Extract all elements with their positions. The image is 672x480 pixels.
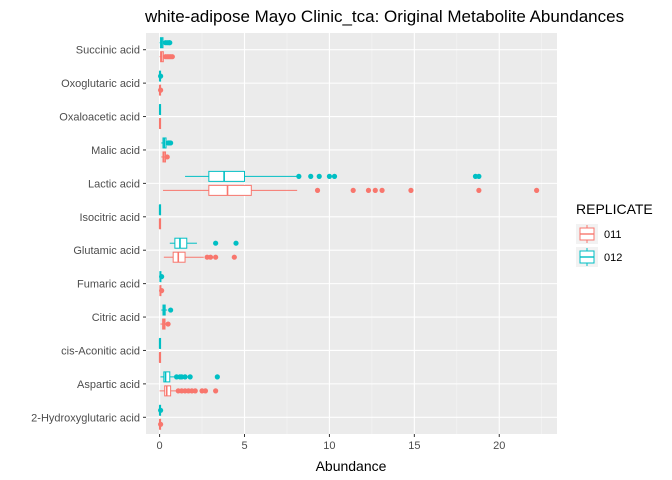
box-012	[158, 70, 164, 82]
box-011	[161, 151, 170, 163]
x-tick-label: 0	[157, 440, 163, 452]
x-tick-label: 5	[241, 440, 247, 452]
box-011	[159, 385, 219, 397]
outlier-point	[192, 388, 198, 394]
box-012	[169, 237, 239, 249]
outlier-point	[476, 173, 482, 179]
box-012	[159, 37, 173, 49]
outlier-point	[231, 254, 237, 260]
outlier-point	[182, 374, 188, 380]
box	[174, 237, 188, 249]
outlier-point	[213, 240, 219, 246]
y-tick-label: Oxoglutaric acid	[61, 78, 140, 90]
box-011	[158, 218, 162, 230]
box-011	[158, 351, 162, 363]
y-tick-label: Glutamic acid	[73, 245, 140, 257]
outlier-point	[169, 54, 175, 60]
outlier-point	[167, 40, 173, 46]
outlier-point	[202, 388, 209, 394]
box-011	[159, 51, 175, 63]
outlier-point	[365, 187, 372, 193]
outlier-point	[168, 307, 174, 313]
x-tick-label: 20	[493, 440, 505, 452]
box-011	[160, 318, 171, 330]
outlier-point	[158, 407, 164, 413]
box-012	[158, 404, 164, 416]
legend: REPLICATE 011 012	[576, 201, 653, 267]
outlier-point	[233, 240, 239, 246]
outlier-point	[159, 274, 165, 280]
outlier-point	[379, 187, 385, 193]
box	[172, 251, 186, 263]
chart-title: white-adipose Mayo Clinic_tca: Original …	[144, 7, 624, 26]
outlier-point	[158, 87, 164, 93]
box-012	[185, 170, 482, 182]
outlier-point	[476, 187, 482, 193]
y-tick-label: Lactic acid	[88, 178, 140, 190]
outlier-point	[214, 374, 220, 380]
outlier-point	[350, 187, 356, 193]
y-tick-label: Malic acid	[91, 145, 140, 157]
x-axis-label: Abundance	[316, 458, 387, 474]
y-tick-label: cis-Aconitic acid	[61, 345, 140, 357]
box-012	[161, 304, 174, 316]
outlier-point	[187, 374, 193, 380]
outlier-point	[213, 388, 219, 394]
x-tick-label: 15	[408, 440, 420, 452]
y-tick-label: 2-Hydroxyglutaric acid	[31, 412, 140, 424]
y-tick-label: Oxaloacetic acid	[59, 112, 140, 124]
box-011	[158, 84, 164, 96]
outlier-point	[207, 254, 214, 260]
x-tick-label: 10	[323, 440, 335, 452]
box-012	[159, 271, 165, 283]
outlier-point	[372, 187, 378, 193]
y-tick-label: Citric acid	[92, 312, 140, 324]
box-011	[158, 418, 164, 430]
box-011	[162, 184, 540, 196]
chart-marks	[158, 37, 540, 430]
legend-label: 012	[604, 252, 622, 264]
box-012	[158, 337, 162, 349]
outlier-point	[534, 187, 540, 193]
box	[164, 385, 172, 397]
legend-label: 011	[604, 229, 622, 241]
box-012	[160, 371, 220, 383]
outlier-point	[164, 154, 170, 160]
box-012	[161, 137, 174, 149]
y-axis: Succinic acid Oxoglutaric acid Oxaloacetic…	[31, 45, 146, 424]
y-tick-label: Isocitric acid	[79, 212, 140, 224]
y-tick-label: Aspartic acid	[77, 379, 140, 391]
y-tick-label: Succinic acid	[76, 45, 140, 57]
outlier-point	[408, 187, 414, 193]
box-012	[158, 104, 162, 116]
box-011	[158, 118, 162, 130]
legend-key-012	[576, 247, 598, 267]
outlier-point	[168, 140, 174, 146]
x-axis: 0 5 10 15 20	[157, 434, 505, 452]
y-tick-label: Fumaric acid	[77, 279, 140, 291]
outlier-point	[213, 254, 219, 260]
box-011	[163, 251, 237, 263]
outlier-point	[326, 173, 333, 179]
box	[208, 170, 246, 182]
legend-title: REPLICATE	[576, 201, 653, 217]
plot-panel	[146, 33, 557, 434]
outlier-point	[308, 173, 314, 179]
outlier-point	[165, 321, 171, 327]
outlier-point	[158, 421, 164, 427]
box	[208, 184, 252, 196]
outlier-point	[316, 173, 322, 179]
outlier-point	[331, 173, 338, 179]
box-011	[159, 285, 165, 297]
outlier-point	[296, 173, 302, 179]
outlier-point	[158, 73, 164, 79]
box	[163, 371, 171, 383]
outlier-point	[159, 288, 165, 294]
box-012	[158, 204, 162, 216]
grid	[146, 33, 557, 434]
legend-key-011	[576, 224, 598, 244]
outlier-point	[314, 187, 321, 193]
